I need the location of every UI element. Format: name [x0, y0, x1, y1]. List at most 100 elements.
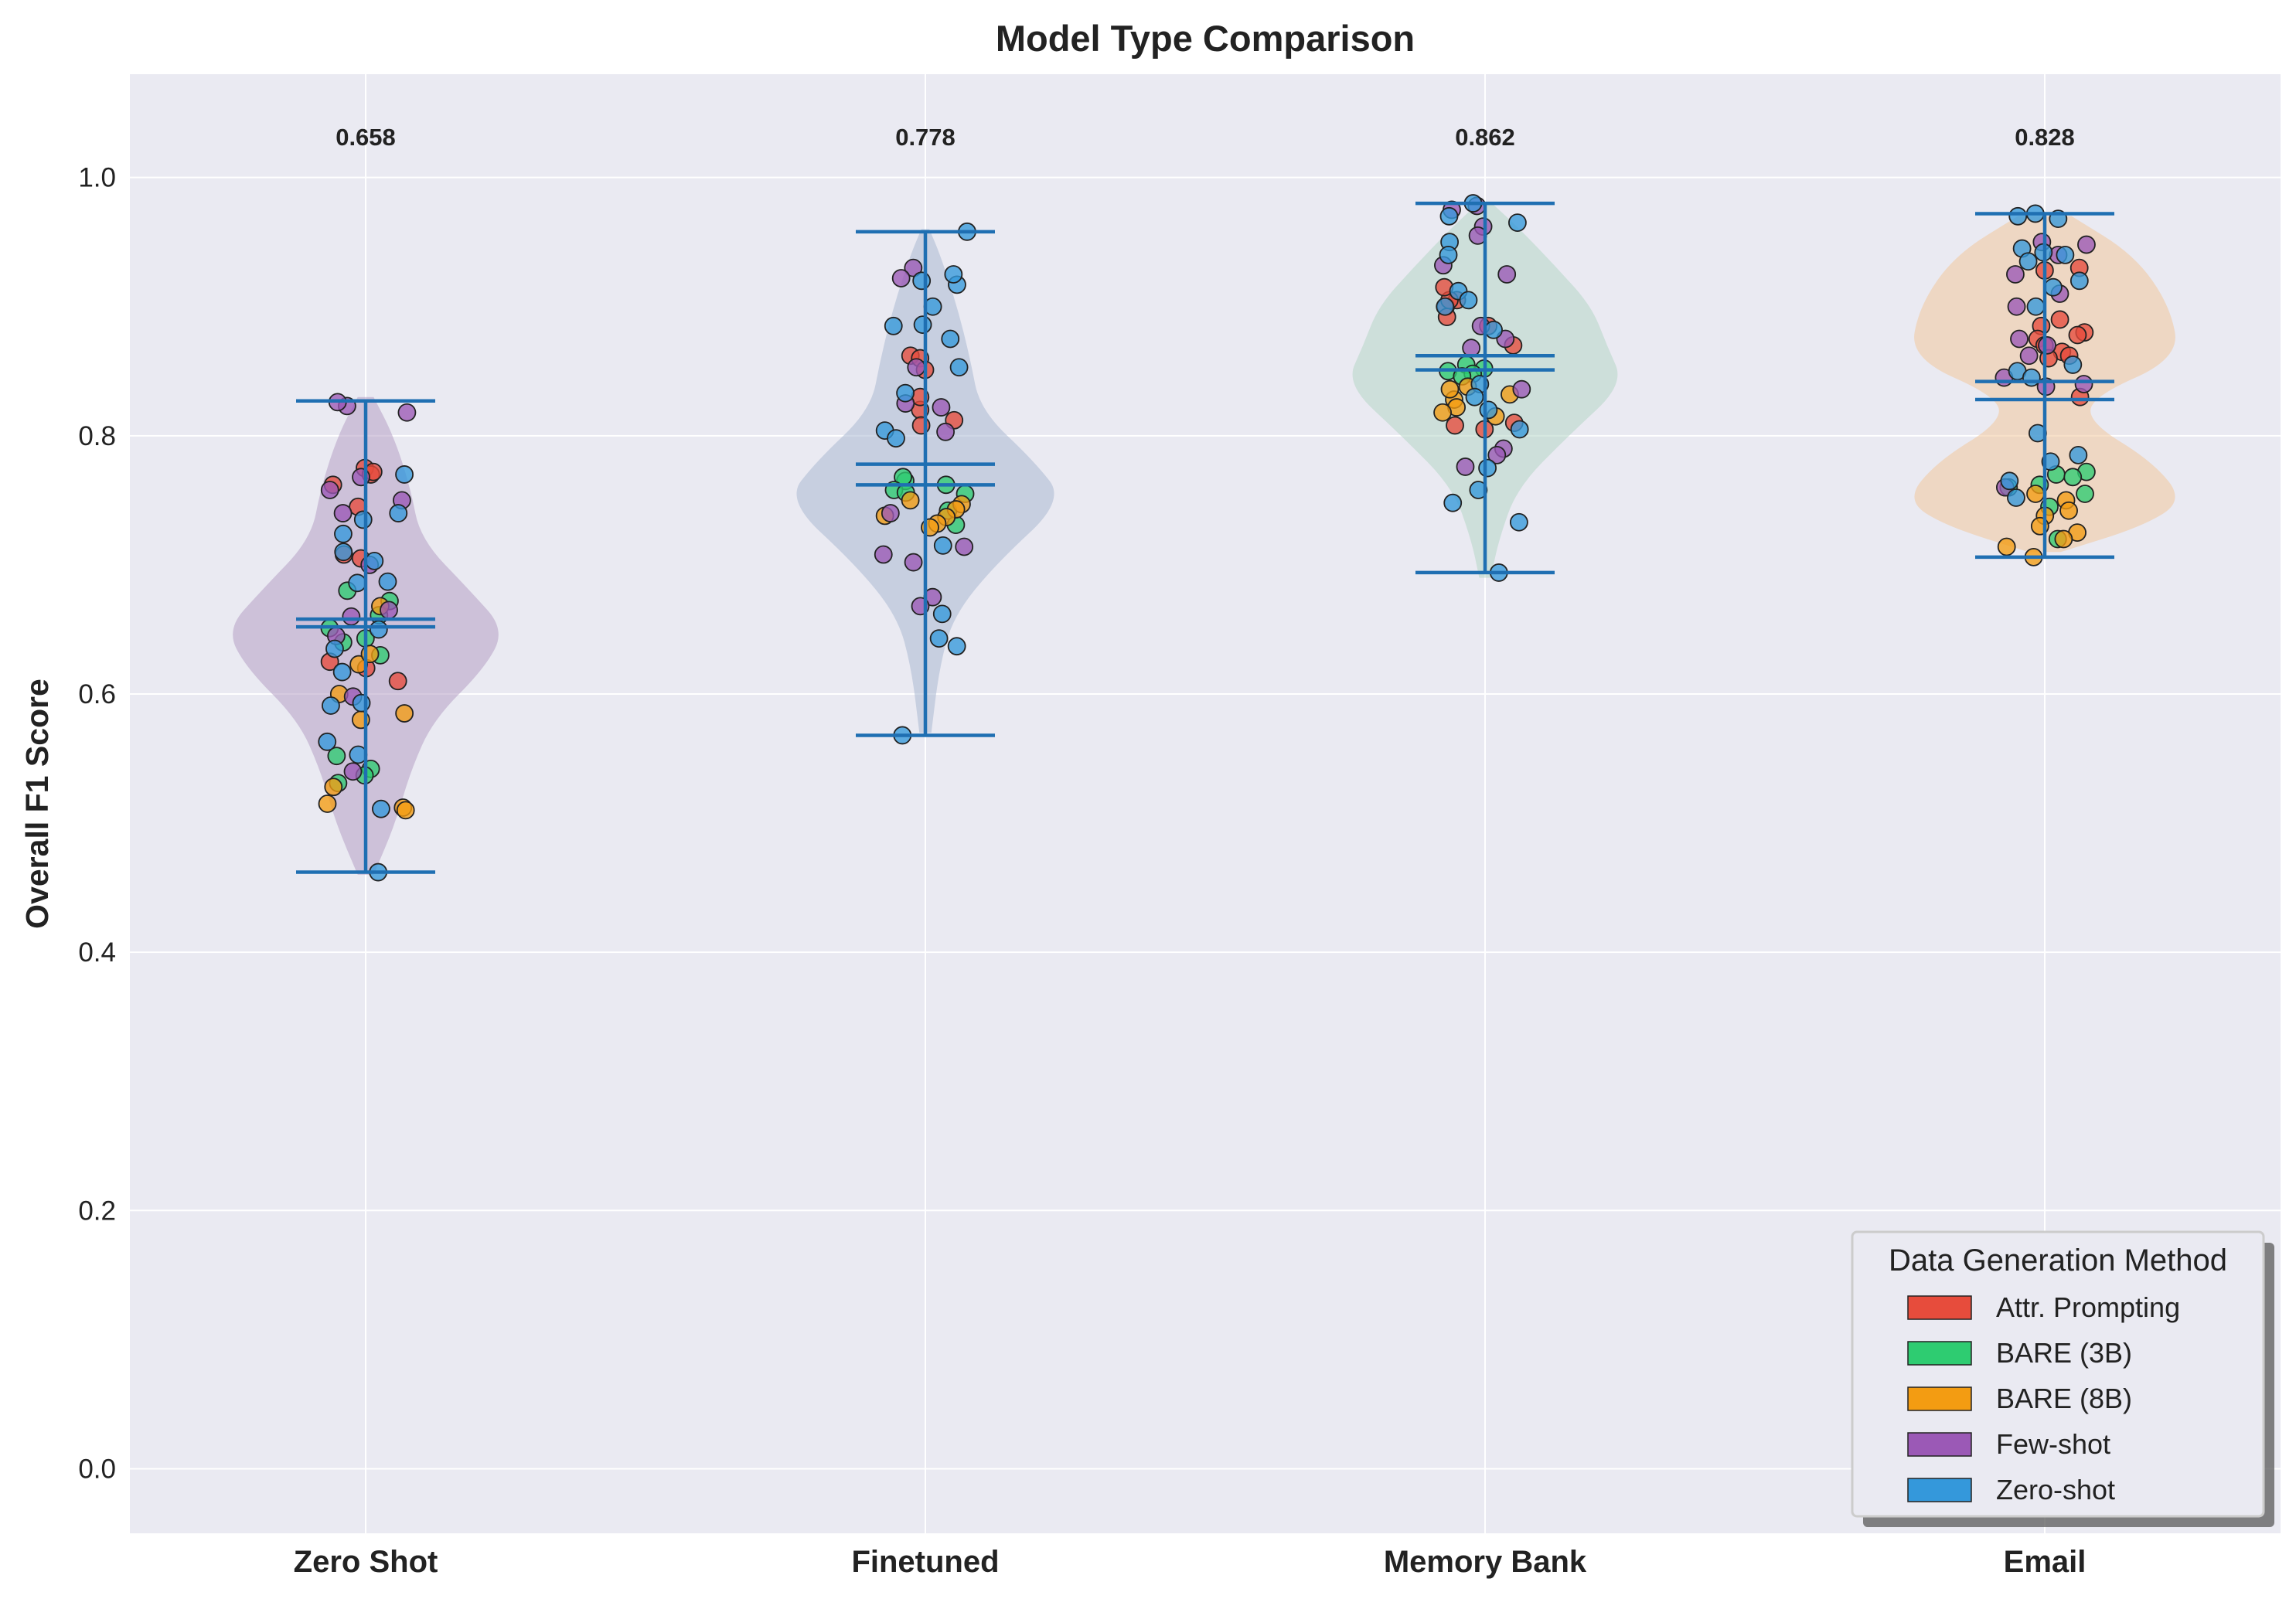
- x-tick-label: Memory Bank: [1384, 1545, 1587, 1579]
- data-point: [372, 799, 390, 818]
- data-point: [929, 629, 949, 648]
- data-point: [2026, 297, 2046, 316]
- data-point: [378, 572, 397, 591]
- data-point: [2050, 310, 2069, 329]
- data-point: [1440, 379, 1460, 399]
- data-point: [388, 672, 407, 691]
- median-value-label: 0.828: [2015, 124, 2075, 151]
- y-tick-label: 0.2: [78, 1196, 116, 1226]
- legend-swatch: [1907, 1386, 1972, 1411]
- data-point: [1478, 458, 1497, 478]
- data-point: [2059, 501, 2078, 520]
- x-tick-label: Zero Shot: [294, 1545, 438, 1579]
- median-labels: 0.658 0.778 0.862 0.828: [336, 124, 2075, 151]
- data-point: [1484, 320, 1503, 339]
- data-point: [2026, 485, 2045, 503]
- data-point: [1456, 458, 1475, 476]
- data-point: [881, 504, 900, 522]
- data-point: [1512, 379, 1531, 399]
- data-point: [396, 801, 415, 820]
- y-tick-label: 0.4: [78, 937, 116, 968]
- data-point: [932, 604, 952, 624]
- legend-label: Few-shot: [1996, 1428, 2110, 1460]
- data-point: [2056, 246, 2075, 264]
- data-point: [2010, 329, 2029, 349]
- data-point: [1997, 537, 2016, 556]
- data-point: [2000, 471, 2019, 491]
- legend-label: BARE (8B): [1996, 1383, 2132, 1414]
- data-point: [904, 553, 923, 572]
- legend-label: Attr. Prompting: [1996, 1291, 2180, 1323]
- data-point: [318, 794, 337, 813]
- data-point: [2022, 368, 2041, 387]
- data-point: [353, 510, 373, 529]
- data-point: [947, 637, 966, 656]
- data-point: [1459, 291, 1478, 310]
- data-point: [884, 316, 903, 335]
- x-tick-label: Email: [2004, 1545, 2086, 1579]
- legend-label: BARE (3B): [1996, 1337, 2132, 1369]
- data-point: [1487, 445, 1507, 464]
- legend-swatch: [1907, 1478, 1972, 1502]
- data-point: [1439, 246, 1458, 264]
- data-point: [2018, 252, 2038, 271]
- data-point: [1479, 400, 1498, 420]
- data-point: [1446, 416, 1464, 435]
- data-point: [1508, 213, 1527, 233]
- median-value-label: 0.778: [895, 124, 956, 151]
- data-point: [1462, 339, 1481, 358]
- data-point: [1436, 297, 1455, 316]
- data-point: [1439, 206, 1459, 226]
- data-point: [933, 536, 952, 555]
- chart-title: Model Type Comparison: [996, 18, 1415, 59]
- y-axis-label: Overall F1 Score: [19, 679, 55, 929]
- data-point: [334, 524, 353, 543]
- data-point: [901, 491, 920, 510]
- data-point: [955, 537, 974, 556]
- data-point: [395, 465, 414, 484]
- data-point: [2038, 335, 2056, 355]
- data-point: [334, 543, 353, 562]
- whiskers: [296, 201, 2114, 874]
- data-point: [1433, 403, 1452, 422]
- data-point: [397, 403, 417, 422]
- data-point: [327, 747, 346, 766]
- data-point: [941, 329, 960, 349]
- data-point: [891, 269, 911, 287]
- y-tick-label: 1.0: [78, 163, 116, 193]
- data-point: [2019, 346, 2039, 366]
- legend-label: Zero-shot: [1996, 1474, 2115, 1505]
- data-point: [2006, 265, 2025, 284]
- data-point: [911, 416, 931, 435]
- data-point: [2054, 529, 2073, 549]
- data-point: [1443, 493, 1463, 512]
- data-point: [320, 481, 339, 499]
- x-tick-label: Finetuned: [851, 1545, 999, 1579]
- data-point: [380, 600, 398, 620]
- data-point: [325, 639, 344, 658]
- median-value-label: 0.862: [1455, 124, 1515, 151]
- legend-swatch: [1907, 1432, 1972, 1457]
- data-point: [2069, 271, 2089, 291]
- data-point: [907, 358, 926, 377]
- y-tick-label: 0.6: [78, 679, 116, 709]
- data-point: [365, 551, 384, 570]
- data-point: [896, 383, 915, 403]
- legend: Data Generation Method Attr. Prompting BA…: [1851, 1230, 2274, 1527]
- data-point: [2007, 488, 2025, 507]
- y-tick-label: 0.8: [78, 421, 116, 451]
- data-point: [2077, 235, 2096, 254]
- data-point: [389, 504, 408, 522]
- data-point: [887, 429, 905, 448]
- data-point: [395, 704, 414, 723]
- data-point: [932, 398, 951, 417]
- data-point: [343, 762, 363, 781]
- data-point: [2074, 375, 2093, 393]
- data-point: [322, 696, 340, 715]
- data-point: [348, 573, 367, 593]
- legend-swatch: [1907, 1341, 1972, 1366]
- data-point: [324, 777, 343, 797]
- data-point: [1509, 512, 1528, 532]
- data-point: [318, 732, 337, 751]
